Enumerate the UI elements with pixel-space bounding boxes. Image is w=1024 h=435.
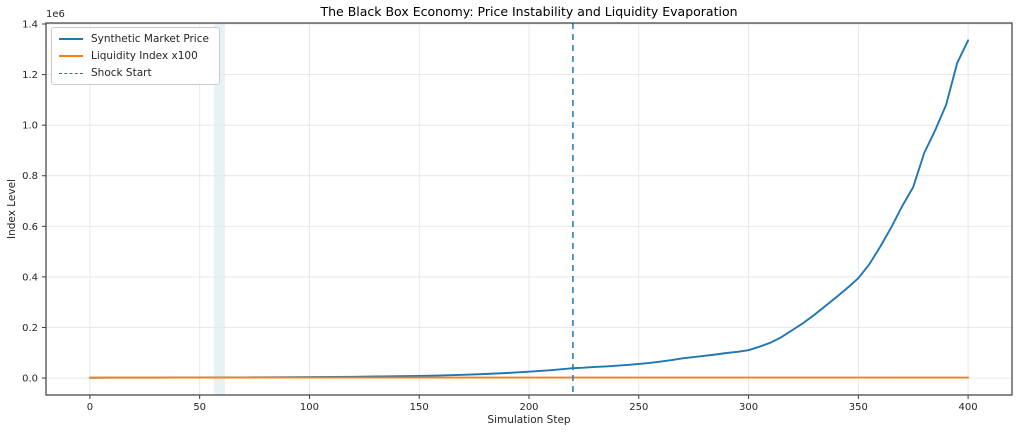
y-axis-label: Index Level (6, 179, 18, 239)
liquidity-line-swatch (59, 55, 83, 57)
highlight-band (213, 23, 225, 395)
x-tick-label: 150 (410, 402, 429, 413)
x-tick-label: 100 (300, 402, 319, 413)
y-tick-label: 1.2 (22, 70, 38, 81)
legend-label-shock-start: Shock Start (91, 67, 152, 79)
legend-item-liquidity: Liquidity Index x100 (59, 50, 209, 62)
legend-label-liquidity: Liquidity Index x100 (91, 50, 198, 62)
y-tick-label: 0.8 (22, 171, 38, 182)
legend-item-market-price: Synthetic Market Price (59, 33, 209, 45)
legend: Synthetic Market Price Liquidity Index x… (51, 27, 220, 85)
y-axis-offset-label: 1e6 (46, 9, 65, 20)
y-tick-label: 0.6 (22, 222, 38, 233)
x-tick-label: 0 (87, 402, 93, 413)
chart-title: The Black Box Economy: Price Instability… (320, 4, 738, 19)
y-tick-label: 1.0 (22, 121, 38, 132)
x-tick-label: 300 (739, 402, 758, 413)
x-tick-label: 200 (519, 402, 538, 413)
market-price-line-swatch (59, 38, 83, 40)
y-tick-label: 0.2 (22, 323, 38, 334)
x-tick-label: 400 (959, 402, 978, 413)
y-tick-label: 0.0 (22, 374, 38, 385)
x-tick-label: 350 (849, 402, 868, 413)
shock-start-line-swatch (59, 72, 83, 74)
legend-label-market-price: Synthetic Market Price (91, 33, 209, 45)
y-tick-label: 0.4 (22, 272, 38, 283)
legend-item-shock-start: Shock Start (59, 67, 209, 79)
y-tick-label: 1.4 (22, 20, 38, 31)
x-tick-label: 250 (629, 402, 648, 413)
x-axis-label: Simulation Step (487, 414, 571, 426)
x-tick-label: 50 (193, 402, 206, 413)
